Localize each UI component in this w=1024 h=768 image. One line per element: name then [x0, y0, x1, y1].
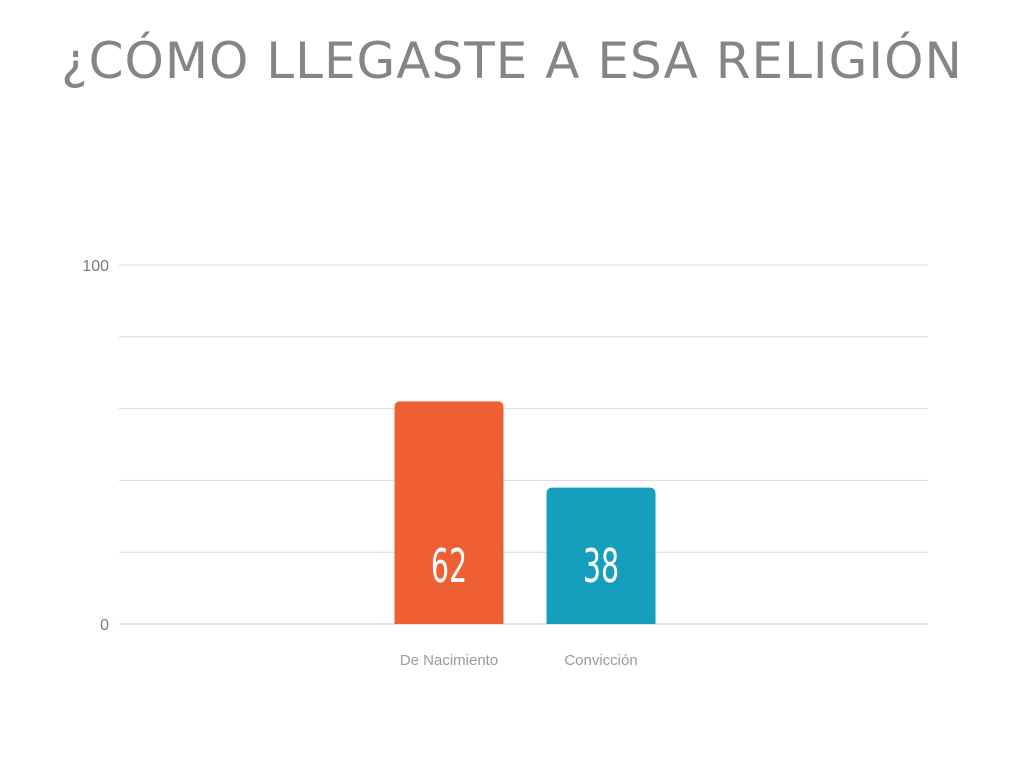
y-tick-label: 0: [100, 617, 109, 634]
category-label: De Nacimiento: [400, 652, 498, 669]
y-tick-label: 100: [82, 258, 109, 275]
bar-value-label: 62: [431, 540, 467, 594]
chart-title: ¿CÓMO LLEGASTE A ESA RELIGIÓN: [61, 32, 963, 90]
bar: [546, 487, 656, 624]
category-label: Convicción: [564, 652, 637, 669]
bar-value-label: 38: [583, 540, 619, 594]
bar: [394, 401, 504, 624]
